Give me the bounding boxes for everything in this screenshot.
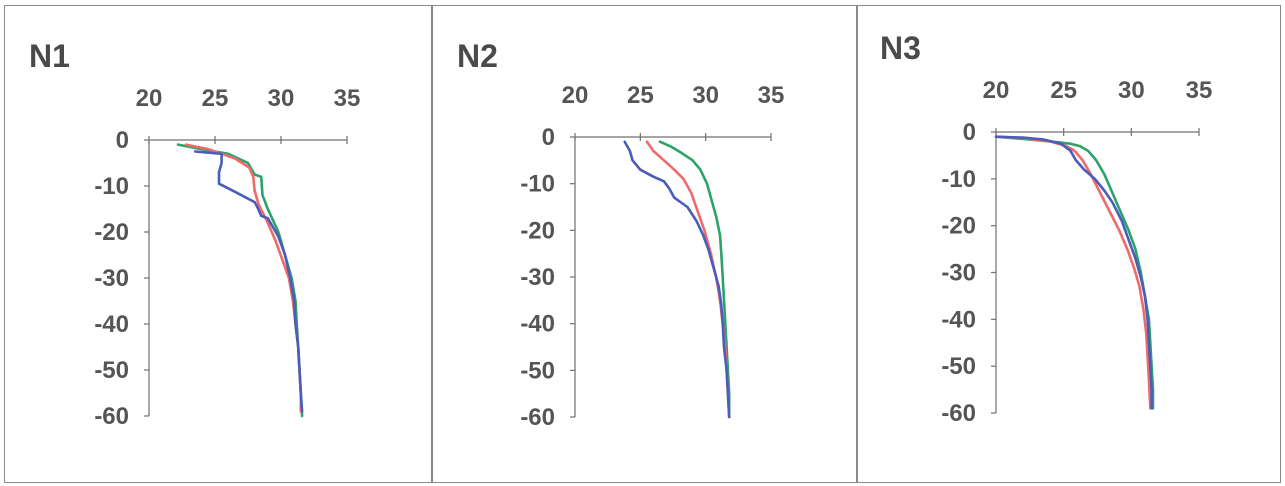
chart-title: N3 xyxy=(880,30,921,66)
y-tick-label: -20 xyxy=(520,217,555,244)
x-tick-label: 35 xyxy=(1186,77,1213,104)
x-tick-label: 25 xyxy=(627,82,654,109)
x-tick-label: 20 xyxy=(136,85,163,112)
x-tick-label: 25 xyxy=(202,85,229,112)
x-tick-label: 30 xyxy=(268,85,295,112)
y-tick-label: -60 xyxy=(520,404,555,431)
y-tick-label: -30 xyxy=(520,264,555,291)
y-tick-label: -60 xyxy=(94,403,129,430)
chart-plot-n1: 20 25 30 35 0 -10 -20 -30 -40 -50 -60 xyxy=(94,85,361,430)
series-line-1 xyxy=(176,143,304,418)
y-tick-label: -10 xyxy=(94,173,129,200)
y-tick-label: -30 xyxy=(94,265,129,292)
x-tick-label: 25 xyxy=(1050,77,1077,104)
y-tick-label: -50 xyxy=(941,353,976,380)
y-tick-label: -60 xyxy=(941,400,976,427)
series-line-3 xyxy=(623,140,731,419)
y-tick-label: -40 xyxy=(520,311,555,338)
x-tick-label: 35 xyxy=(334,85,361,112)
series-line-3 xyxy=(994,135,1153,410)
x-tick-label: 35 xyxy=(758,82,785,109)
y-tick-label: -20 xyxy=(941,213,976,240)
y-tick-label: 0 xyxy=(542,124,555,151)
x-tick-label: 30 xyxy=(1118,77,1145,104)
series-line-3 xyxy=(193,150,304,413)
y-tick-label: -50 xyxy=(94,357,129,384)
x-tick-label: 20 xyxy=(562,82,589,109)
series-line-1 xyxy=(658,140,731,419)
chart-plot-n2: 20 25 30 35 0 -10 -20 -30 -40 -50 -60 xyxy=(520,82,785,431)
y-tick-label: 0 xyxy=(963,119,976,146)
chart-panel-n3: N3 20 25 30 35 0 -10 -20 -30 -40 -50 -60 xyxy=(857,5,1281,483)
series-line-2 xyxy=(184,143,303,413)
y-tick-label: -30 xyxy=(941,260,976,287)
chart-title: N2 xyxy=(457,38,498,74)
x-tick-label: 30 xyxy=(692,82,719,109)
y-tick-label: -10 xyxy=(941,166,976,193)
chart-panel-n2: N2 20 25 30 35 0 -10 -20 -30 -40 -50 -60 xyxy=(432,5,857,483)
y-tick-label: -40 xyxy=(94,311,129,338)
y-tick-label: -20 xyxy=(94,219,129,246)
chart-plot-n3: 20 25 30 35 0 -10 -20 -30 -40 -50 -60 xyxy=(941,77,1213,427)
chart-panel-n1: N1 20 25 30 35 0 -10 -20 -30 -40 -50 -60 xyxy=(4,5,432,483)
chart-title: N1 xyxy=(29,38,70,74)
y-tick-label: -50 xyxy=(520,357,555,384)
y-tick-label: -40 xyxy=(941,306,976,333)
series-line-2 xyxy=(994,135,1152,410)
x-tick-label: 20 xyxy=(983,77,1010,104)
series-line-1 xyxy=(994,135,1155,410)
y-tick-label: 0 xyxy=(116,127,129,154)
y-tick-label: -10 xyxy=(520,171,555,198)
